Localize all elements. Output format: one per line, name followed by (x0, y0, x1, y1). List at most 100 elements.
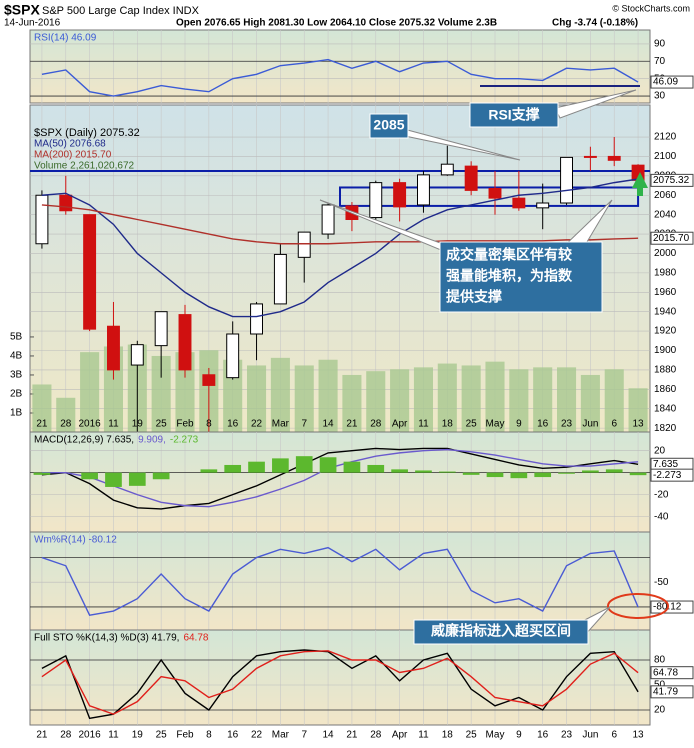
legend-entry: 9.909, (138, 435, 166, 446)
candle-body (369, 182, 383, 219)
x-tick-label: 11 (108, 730, 119, 741)
x-tick-label: 11 (418, 730, 429, 741)
candle-body (83, 214, 97, 330)
x-tick-label: 7 (301, 730, 307, 741)
volume-bar (366, 371, 386, 432)
series-line (41, 447, 639, 510)
callout-text: 2085 (373, 117, 404, 133)
candle-body (178, 314, 192, 371)
candle-body (107, 325, 120, 371)
volume-bar (342, 374, 362, 432)
volume-bar (80, 352, 100, 432)
y-tick-label: 90 (654, 39, 666, 50)
callout-box (369, 113, 409, 139)
x-tick-label: 21 (36, 419, 48, 430)
histogram-bar (152, 472, 170, 480)
volume-tick-label: 5B (10, 332, 23, 343)
x-tick-label: 18 (442, 419, 454, 430)
series-line (41, 650, 639, 715)
x-tick-label: Jun (582, 730, 598, 741)
histogram-bar (33, 472, 51, 475)
volume-bar (318, 359, 338, 432)
y-tick-label: 1900 (654, 345, 677, 356)
x-tick-label: 14 (323, 419, 335, 430)
y-tick-label: 80 (654, 655, 666, 666)
y-tick-label: 30 (654, 91, 666, 102)
candle-body (250, 303, 263, 335)
candle-body (393, 182, 407, 208)
date: 14-Jun-2016 (4, 18, 61, 29)
symbol: $SPX (4, 2, 40, 18)
legend-entry: Volume 2,261,020,672 (34, 161, 135, 172)
candle-body (154, 311, 168, 347)
x-tick-label: 21 (36, 730, 48, 741)
value-tag (650, 685, 694, 699)
x-tick-label: 25 (156, 419, 168, 430)
value-tag-label: 46.09 (653, 77, 678, 88)
legend-entry: 64.78 (183, 633, 208, 644)
annotations: RSI支撑 2085 成交量密集区伴有较 强量能堆积，为指数 提供支撑 威廉指标… (319, 85, 669, 645)
value-tag (650, 666, 694, 680)
histogram-bar (105, 472, 122, 487)
x-tick-label: 16 (537, 730, 549, 741)
value-tag (650, 468, 694, 482)
x-tick-label: 14 (323, 730, 335, 741)
series-line (41, 649, 639, 720)
candle-body (202, 374, 216, 386)
callout-box (439, 241, 603, 313)
legend-entry: -2.273 (170, 435, 199, 446)
x-tick-label: 11 (108, 419, 119, 430)
x-tick-label: Mar (272, 419, 290, 430)
candle-body (440, 163, 454, 176)
quote: Open 2076.65 High 2081.30 Low 2064.10 Cl… (176, 18, 497, 29)
series-line (41, 58, 639, 97)
panel-bg (29, 431, 651, 533)
panel-bg (29, 29, 651, 104)
y-tick-label: 2100 (654, 151, 677, 162)
y-tick-label: 20 (654, 705, 666, 716)
x-tick-label: 25 (466, 419, 478, 430)
x-tick-label: 16 (227, 730, 239, 741)
x-tick-label: 19 (132, 419, 144, 430)
candle-body (536, 202, 550, 209)
histogram-bar (629, 472, 647, 476)
y-tick-label: 1920 (654, 326, 677, 337)
volume-bar (390, 369, 410, 432)
x-tick-label: 2016 (78, 730, 101, 741)
x-tick-label: 25 (156, 730, 168, 741)
legend-entry: MACD(12,26,9) 7.635, (34, 435, 134, 446)
candle-body (417, 174, 430, 206)
x-tick-label: Apr (392, 730, 408, 741)
histogram-bar (343, 461, 361, 473)
volume-bar (175, 352, 195, 432)
histogram-bar (248, 461, 265, 473)
histogram-bar (200, 469, 218, 473)
candle-body (226, 333, 240, 379)
x-tick-label: May (486, 730, 505, 741)
candle-body (464, 165, 478, 191)
x-tick-label: 8 (206, 419, 212, 430)
callout-text: 成交量密集区伴有较 (446, 247, 572, 263)
volume-bar (437, 363, 457, 432)
legend-entry: Wm%R(14) -80.12 (34, 535, 117, 546)
histogram-bar (558, 472, 575, 474)
histogram-bar (510, 472, 528, 479)
histogram-bar (319, 457, 337, 473)
x-tick-label: 9 (516, 730, 522, 741)
volume-tick-label: 3B (10, 370, 23, 381)
x-tick-label: 28 (60, 730, 72, 741)
callout-box (413, 619, 589, 645)
volume-bar (270, 357, 290, 432)
volume-bar (32, 384, 52, 432)
x-tick-label: May (486, 419, 505, 430)
y-tick-label: -20 (654, 489, 669, 500)
x-tick-label: 13 (633, 730, 645, 741)
volume-bar (557, 367, 577, 432)
value-tag (650, 173, 694, 187)
y-tick-label: 2120 (654, 132, 677, 143)
x-tick-label: 7 (301, 419, 307, 430)
callout-text: 强量能堆积，为指数 (446, 268, 573, 284)
histogram-bar (295, 456, 313, 473)
